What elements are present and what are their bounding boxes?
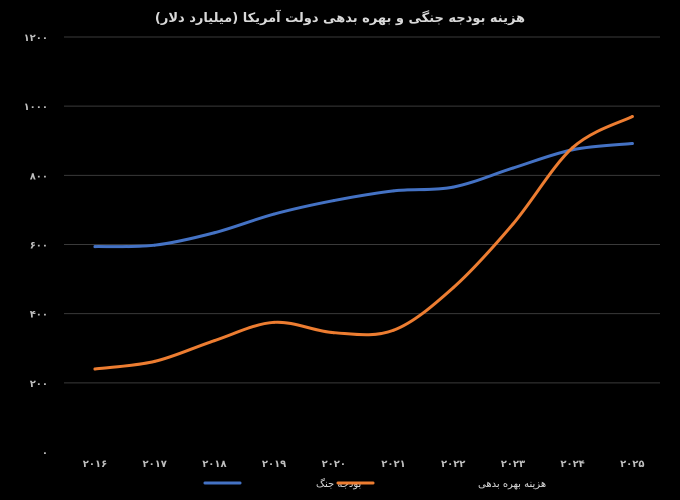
data-point xyxy=(511,166,515,170)
data-point xyxy=(272,320,276,324)
y-tick-label: ۴۰۰ xyxy=(30,310,48,321)
data-point xyxy=(153,359,157,363)
grid-lines xyxy=(64,36,660,384)
y-tick-label: ۱۰۰۰ xyxy=(24,102,48,113)
series-lines xyxy=(93,115,634,371)
data-point xyxy=(451,185,455,189)
x-tick-label: ۲۰۲۴ xyxy=(560,459,584,470)
data-point xyxy=(571,146,575,150)
data-point xyxy=(451,286,455,290)
x-tick-label: ۲۰۲۰ xyxy=(322,459,346,470)
data-point xyxy=(392,328,395,332)
legend-label: هزینه بهره بدهی xyxy=(478,479,546,490)
x-axis-tick-labels: ۲۰۱۶ ۲۰۱۷ ۲۰۱۸ ۲۰۱۹ ۲۰۲۰ ۲۰۲۱ ۲۰۲۲ ۲۰۲۳ ۲۰۲۴ ۲۰۲۵ xyxy=(83,459,645,470)
data-point xyxy=(212,339,216,343)
y-tick-label: ۶۰۰ xyxy=(30,241,48,252)
x-tick-label: ۲۰۲۵ xyxy=(620,459,644,470)
data-point xyxy=(153,243,157,247)
y-axis-tick-labels: ۰ ۲۰۰ ۴۰۰ ۶۰۰ ۸۰۰ ۱۰۰۰ ۱۲۰۰ xyxy=(24,33,48,459)
data-point xyxy=(511,222,515,226)
x-tick-label: ۲۰۲۲ xyxy=(441,459,465,470)
x-tick-label: ۲۰۱۸ xyxy=(202,459,226,470)
x-tick-label: ۲۰۲۱ xyxy=(381,459,405,470)
data-point xyxy=(332,199,336,203)
x-tick-label: ۲۰۱۶ xyxy=(83,459,107,470)
x-tick-label: ۲۰۱۹ xyxy=(262,459,286,470)
y-tick-label: ۰ xyxy=(42,448,48,459)
data-point xyxy=(93,367,97,371)
data-point xyxy=(630,142,634,146)
y-tick-label: ۸۰۰ xyxy=(30,171,48,182)
data-point xyxy=(392,189,395,193)
series-line-1 xyxy=(93,142,634,249)
y-tick-label: ۱۲۰۰ xyxy=(24,33,48,44)
data-point xyxy=(212,231,216,235)
data-point xyxy=(93,245,97,249)
data-point xyxy=(332,331,336,335)
x-tick-label: ۲۰۲۳ xyxy=(501,459,525,470)
series-line-2 xyxy=(93,115,634,371)
y-tick-label: ۲۰۰ xyxy=(30,379,48,390)
chart-title: هزینه بودجه جنگی و بهره بدهی دولت آمریکا… xyxy=(155,9,525,26)
data-point xyxy=(272,212,276,216)
data-point xyxy=(630,115,634,119)
x-tick-label: ۲۰۱۷ xyxy=(142,459,166,470)
